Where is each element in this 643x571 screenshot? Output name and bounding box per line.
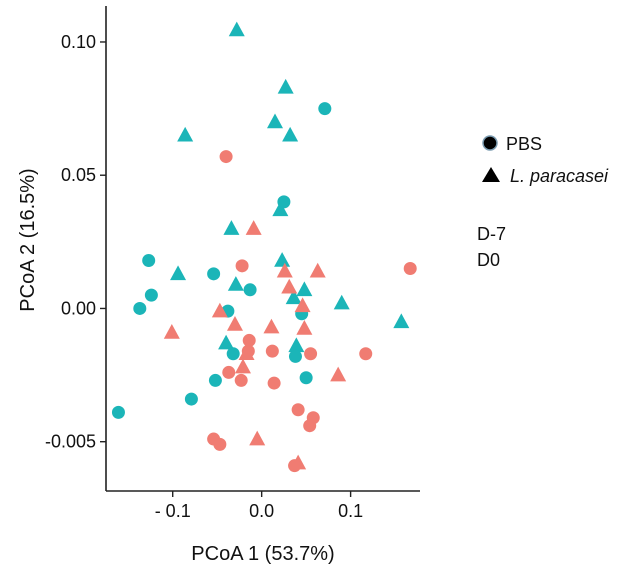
point-d7-triangle <box>274 252 291 267</box>
point-d0-circle <box>242 333 256 347</box>
point-d0-circle <box>291 403 305 417</box>
point-d7-circle <box>288 349 302 363</box>
y-tick-label: 0.05 <box>61 165 96 185</box>
legend-d0-label: D0 <box>477 250 500 270</box>
point-d0-triangle <box>281 278 298 294</box>
point-d0-circle <box>222 365 236 379</box>
legend-pbs-circle-icon <box>482 135 498 151</box>
point-d0-triangle <box>211 302 228 318</box>
point-d7-triangle <box>282 126 299 142</box>
x-axis-title: PCoA 1 (53.7%) <box>191 543 334 565</box>
y-ticks: 0.10 0.05 0.00 -0.005 <box>45 32 106 452</box>
point-d7-triangle <box>296 281 313 297</box>
point-d0-triangle <box>330 366 347 382</box>
x-tick-label: 0.1 <box>338 501 363 521</box>
point-d7-circle <box>226 347 240 361</box>
point-d0-triangle <box>309 262 326 278</box>
point-d0-circle <box>241 344 255 358</box>
point-d7-circle <box>133 301 147 315</box>
point-d0-triangle <box>163 324 180 339</box>
point-d0-circle <box>303 419 317 433</box>
point-d7-circle <box>277 195 291 209</box>
point-d7-triangle <box>223 220 240 235</box>
point-d7-circle <box>184 392 198 406</box>
point-d0-triangle <box>249 430 266 446</box>
point-d0-circle <box>288 459 302 473</box>
x-tick-label: 0.0 <box>249 501 274 521</box>
point-d0-circle <box>359 347 373 361</box>
point-d7-circle <box>111 405 125 419</box>
point-d0-circle <box>304 347 318 361</box>
point-d7-triangle <box>177 126 194 142</box>
legend: PBS L. paracasei D-7 D0 <box>477 134 609 270</box>
point-d0-circle <box>267 376 281 390</box>
point-d7-circle <box>208 373 222 387</box>
point-d7-triangle <box>218 334 235 350</box>
y-tick-label: 0.10 <box>61 32 96 52</box>
point-d0-triangle <box>296 320 313 335</box>
y-axis-title: PCoA 2 (16.5%) <box>17 168 39 311</box>
point-d7-circle <box>144 288 158 302</box>
point-d0-circle <box>213 437 227 451</box>
legend-l-paracasei-triangle-icon <box>482 167 500 182</box>
point-d7-circle <box>299 371 313 385</box>
point-d0-circle <box>234 373 248 387</box>
point-d7-triangle <box>333 294 350 310</box>
point-d0-circle <box>403 261 417 275</box>
point-d0-triangle <box>226 316 243 331</box>
point-d0-triangle <box>263 318 280 334</box>
y-tick-label: -0.005 <box>45 432 96 452</box>
point-d7-triangle <box>272 201 289 217</box>
axes <box>105 6 420 492</box>
x-ticks: - 0.1 0.0 0.1 <box>155 491 363 521</box>
point-d0-circle <box>235 259 249 273</box>
point-d7-triangle <box>277 78 294 94</box>
point-d0-triangle <box>234 358 251 374</box>
point-d0-triangle <box>294 297 311 313</box>
legend-d-7-label: D-7 <box>477 224 506 244</box>
point-d7-circle <box>207 267 221 281</box>
point-d0-triangle <box>276 262 293 278</box>
legend-pbs-label: PBS <box>506 134 542 154</box>
x-tick-label: - 0.1 <box>155 501 191 521</box>
point-d0-circle <box>265 344 279 358</box>
point-d7-triangle <box>393 313 410 329</box>
legend-l-paracasei-label: L. paracasei <box>510 166 609 186</box>
point-d7-triangle <box>227 276 244 291</box>
point-d7-circle <box>142 253 156 267</box>
point-d0-circle <box>219 150 233 164</box>
point-d7-circle <box>318 102 332 116</box>
point-d0-triangle <box>245 220 262 235</box>
point-d7-triangle <box>228 21 245 37</box>
point-d7-triangle <box>288 337 305 353</box>
point-d7-circle <box>243 283 257 297</box>
point-d7-triangle <box>267 113 284 129</box>
point-d7-triangle <box>170 265 187 281</box>
point-d7-triangle <box>285 289 302 305</box>
data-points <box>111 21 417 473</box>
y-tick-label: 0.00 <box>61 298 96 318</box>
